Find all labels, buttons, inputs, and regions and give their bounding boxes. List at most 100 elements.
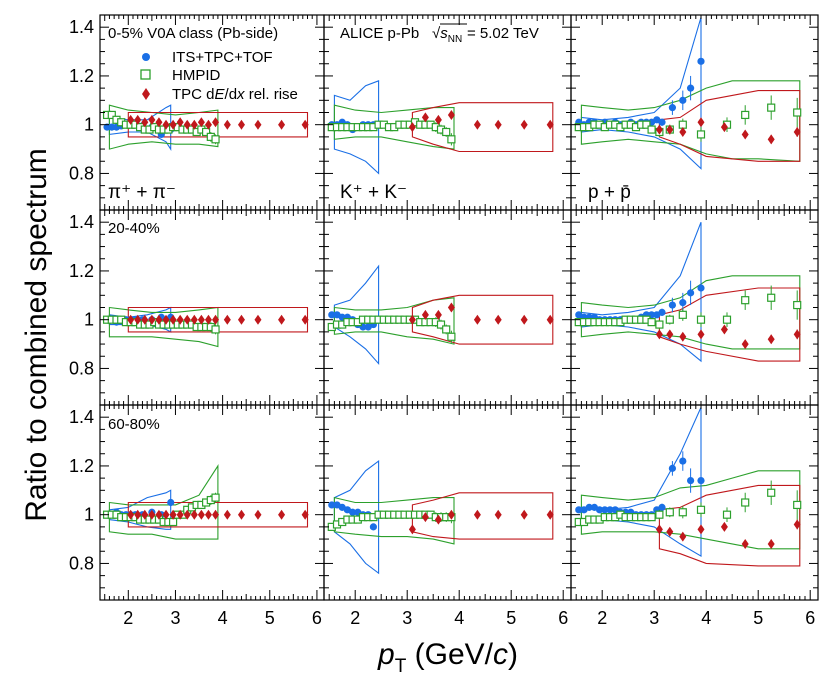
point-tpc xyxy=(169,509,177,520)
point-tpc xyxy=(473,314,481,325)
point-tpc xyxy=(720,122,728,133)
point-hmpid xyxy=(647,513,656,522)
point-tpc xyxy=(666,124,674,135)
point-hmpid xyxy=(767,488,776,497)
y-tick-label: 0.8 xyxy=(69,553,94,573)
point-hmpid xyxy=(696,505,706,514)
point-tpc xyxy=(720,324,728,335)
point-tpc xyxy=(408,314,416,325)
panels-layer xyxy=(102,17,802,575)
x-tick-label: 3 xyxy=(649,608,659,628)
point-hmpid xyxy=(741,296,750,305)
point-tpc xyxy=(697,524,705,535)
panel-0-2 xyxy=(574,17,802,170)
point-tpc xyxy=(494,509,502,520)
point-its xyxy=(658,308,666,316)
point-tpc xyxy=(278,119,286,130)
x-tick-label: 5 xyxy=(753,608,763,628)
point-tpc xyxy=(197,314,205,325)
band-its xyxy=(333,264,380,366)
point-tpc xyxy=(237,509,245,520)
y-tick-label: 1 xyxy=(84,505,94,525)
point-tpc xyxy=(183,509,191,520)
point-hmpid xyxy=(793,300,802,310)
point-hmpid xyxy=(767,293,776,302)
point-tpc xyxy=(741,339,749,350)
y-tick-label: 0.8 xyxy=(69,163,94,183)
point-tpc xyxy=(767,334,775,345)
point-tpc xyxy=(237,314,245,325)
point-its xyxy=(601,506,609,514)
system-label: ALICE p-Pb xyxy=(340,25,419,42)
point-tpc xyxy=(494,119,502,130)
point-tpc xyxy=(546,509,554,520)
x-axis-unit-var: c xyxy=(493,638,508,671)
x-axis-unit-open: (GeV/ xyxy=(406,638,493,671)
point-hmpid xyxy=(642,120,651,129)
point-tpc xyxy=(655,124,663,135)
frames-layer: 0.8 1 1.2 1.4 0.8 1 1.2 1.4 0.8 1 1.2 1.4 2 3 4 5 6 2 3 4 5 6… xyxy=(69,14,819,628)
x-tick-label: 4 xyxy=(454,608,464,628)
panel-1-2 xyxy=(574,222,802,363)
point-tpc xyxy=(655,329,663,340)
point-tpc xyxy=(767,134,775,145)
system-label-text: ALICE p-Pb xyxy=(340,25,419,42)
point-hmpid xyxy=(678,508,687,517)
x-tick-label: 2 xyxy=(350,608,360,628)
panel-0-0 xyxy=(102,104,309,151)
point-tpc xyxy=(169,314,177,325)
point-tpc xyxy=(434,114,442,125)
point-tpc xyxy=(141,314,149,325)
point-its xyxy=(585,503,593,511)
point-hmpid xyxy=(442,325,451,334)
point-tpc xyxy=(190,509,198,520)
x-tick-label: 3 xyxy=(170,608,180,628)
point-its xyxy=(687,84,695,92)
point-tpc xyxy=(447,509,455,520)
point-tpc xyxy=(204,509,212,520)
point-tpc xyxy=(155,509,163,520)
point-tpc xyxy=(134,509,142,520)
band-its xyxy=(333,460,380,575)
point-tpc xyxy=(169,119,177,130)
point-its xyxy=(697,476,705,485)
point-its xyxy=(697,57,705,65)
species-label-pion: π⁺ + π⁻ xyxy=(108,182,176,203)
point-hmpid xyxy=(447,332,456,341)
point-tpc xyxy=(190,119,198,130)
point-tpc xyxy=(434,514,442,525)
point-tpc xyxy=(494,314,502,325)
y-tick-label: 1 xyxy=(84,115,94,135)
point-tpc xyxy=(655,524,663,535)
point-hmpid xyxy=(211,493,220,502)
point-hmpid xyxy=(767,103,776,112)
x-axis-var: p xyxy=(377,638,395,671)
point-hmpid xyxy=(722,315,732,324)
point-tpc xyxy=(237,119,245,130)
point-tpc xyxy=(155,117,163,128)
x-tick-label: 4 xyxy=(218,608,228,628)
point-tpc xyxy=(197,117,205,128)
x-axis-sub: T xyxy=(395,656,407,677)
x-tick-label: 5 xyxy=(506,608,516,628)
point-tpc xyxy=(741,538,749,549)
point-its xyxy=(328,311,336,319)
point-tpc xyxy=(697,117,705,128)
band-tpc xyxy=(658,90,801,162)
legend-marker-tpc xyxy=(142,88,150,100)
point-its xyxy=(596,506,604,514)
point-tpc xyxy=(176,509,184,520)
point-tpc xyxy=(148,314,156,325)
point-its xyxy=(606,506,614,514)
point-tpc xyxy=(434,309,442,320)
point-tpc xyxy=(134,114,142,125)
legend-label-hmpid: HMPID xyxy=(172,67,221,84)
point-hmpid xyxy=(722,510,732,519)
point-its xyxy=(167,498,175,507)
point-tpc xyxy=(679,331,687,342)
point-tpc xyxy=(223,314,231,325)
point-tpc xyxy=(741,129,749,140)
point-tpc xyxy=(767,538,775,549)
point-its xyxy=(349,508,357,516)
point-hmpid xyxy=(211,325,220,334)
